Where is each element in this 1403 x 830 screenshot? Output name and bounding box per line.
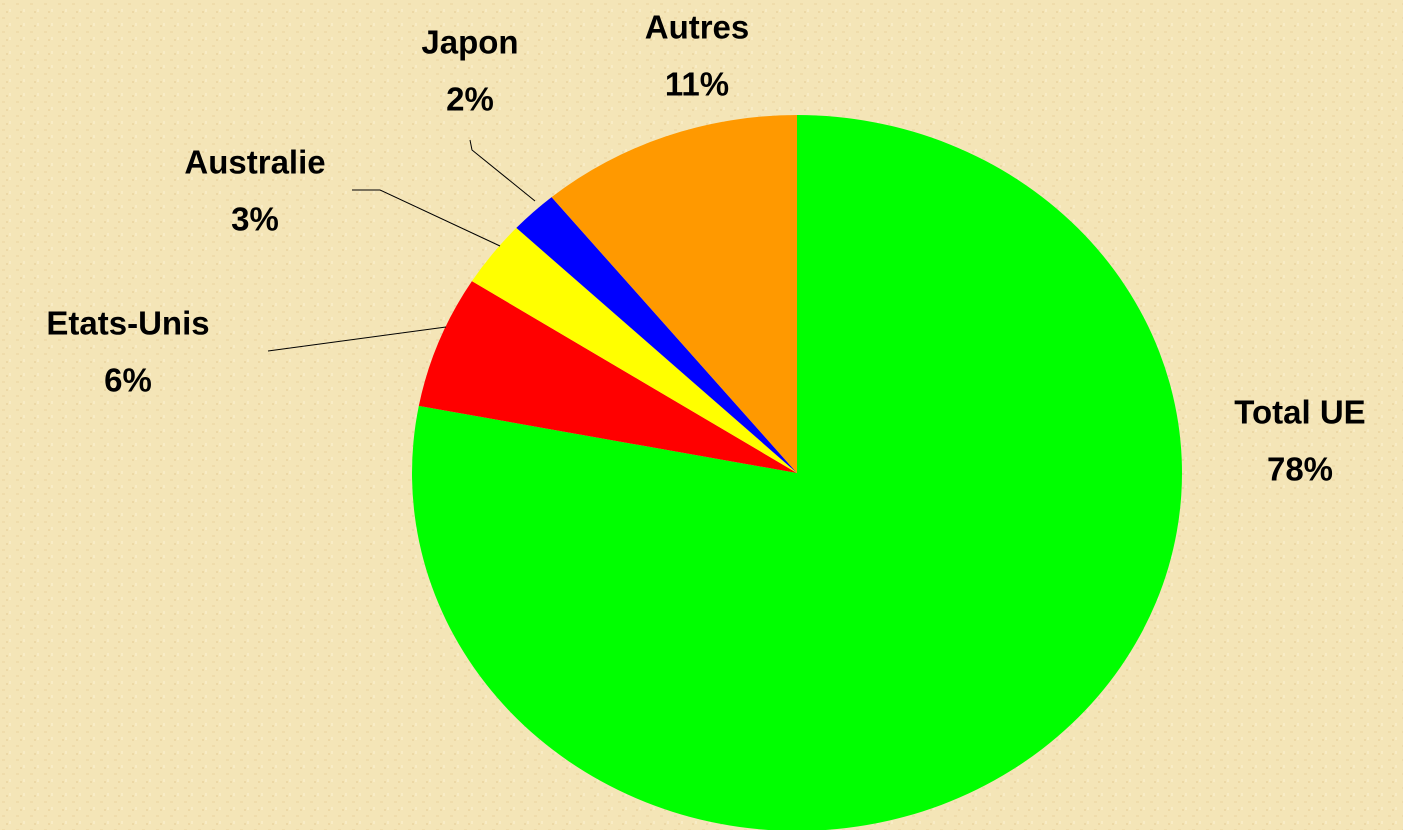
- leader-line: [267, 326, 447, 352]
- pie-slice: [471, 227, 797, 473]
- slice-value-label: 78%: [1267, 451, 1333, 488]
- slice-value-label: 11%: [665, 66, 729, 103]
- slice-value-label: 3%: [231, 201, 279, 238]
- leader-line: [469, 139, 536, 202]
- slice-value-label: 2%: [446, 81, 494, 118]
- slice-label: Autres: [645, 9, 750, 46]
- pie-slice: [418, 281, 797, 473]
- slice-label: Etats-Unis: [46, 305, 209, 342]
- pie-slice: [516, 197, 797, 474]
- pie-slice: [551, 115, 797, 473]
- slice-value-label: 6%: [104, 362, 152, 399]
- slice-label: Japon: [421, 24, 518, 61]
- pie-slice: [412, 115, 1182, 830]
- slice-label: Total UE: [1234, 394, 1365, 431]
- leader-line: [352, 189, 501, 247]
- slice-label: Australie: [184, 144, 325, 181]
